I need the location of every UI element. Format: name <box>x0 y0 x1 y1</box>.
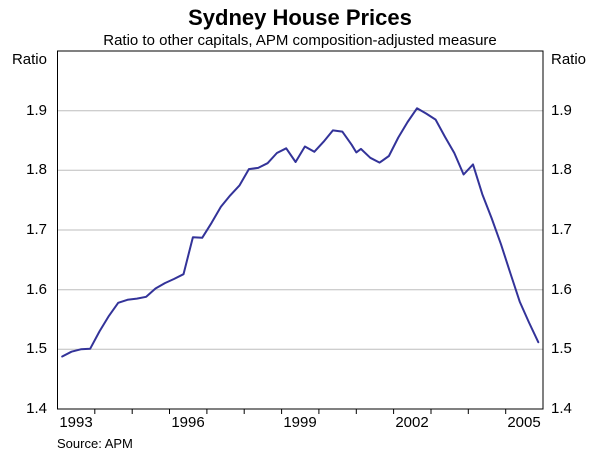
y-axis-tick-label-left: 1.6 <box>26 281 47 298</box>
chart-title: Sydney House Prices <box>188 5 412 30</box>
y-axis-unit-label-right: Ratio <box>551 51 587 68</box>
y-axis-tick-label-left: 1.4 <box>26 400 47 417</box>
y-axis-tick-label-left: 1.7 <box>26 221 47 238</box>
x-axis-tick-label: 1999 <box>283 414 317 431</box>
y-axis-tick-label-right: 1.7 <box>551 221 572 238</box>
plot-border <box>57 50 544 410</box>
x-axis-tick-label: 2002 <box>395 414 429 431</box>
y-axis-tick-label-right: 1.9 <box>551 102 572 119</box>
source-note: Source: APM <box>57 436 133 451</box>
x-axis-tick-label: 2005 <box>507 414 541 431</box>
chart-subtitle: Ratio to other capitals, APM composition… <box>103 32 497 49</box>
y-axis-tick-label-left: 1.8 <box>26 161 47 178</box>
y-axis-tick-label-right: 1.4 <box>551 400 572 417</box>
x-axis-tick-label: 1996 <box>171 414 205 431</box>
y-axis-tick-label-right: 1.8 <box>551 161 572 178</box>
y-axis-tick-label-right: 1.6 <box>551 281 572 298</box>
x-axis-tick-label: 1993 <box>59 414 93 431</box>
sydney-ratio-line <box>61 107 540 358</box>
y-axis-tick-label-left: 1.5 <box>26 340 47 357</box>
y-axis-unit-label-left: Ratio <box>11 51 47 68</box>
y-axis-tick-label-right: 1.5 <box>551 340 572 357</box>
y-axis-tick-label-left: 1.9 <box>26 102 47 119</box>
